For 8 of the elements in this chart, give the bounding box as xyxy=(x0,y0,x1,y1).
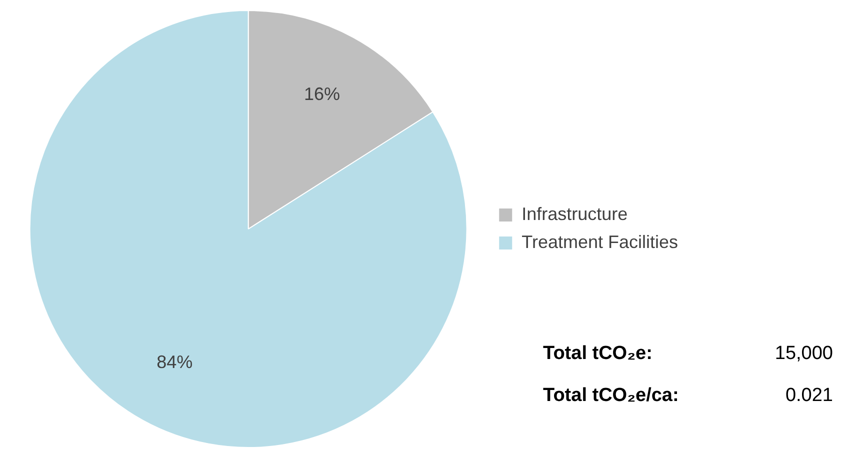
data-label: 16% xyxy=(304,84,340,104)
text: Total tCO₂e: xyxy=(543,343,654,365)
text: 15,000 xyxy=(774,343,833,365)
text: 0.021 xyxy=(784,385,833,407)
legend-label: Infrastructure xyxy=(522,204,628,224)
text: Total tCO₂e/ca: xyxy=(543,385,680,407)
data-label: 84% xyxy=(156,352,193,372)
legend-label: Treatment Facilities xyxy=(522,232,678,252)
